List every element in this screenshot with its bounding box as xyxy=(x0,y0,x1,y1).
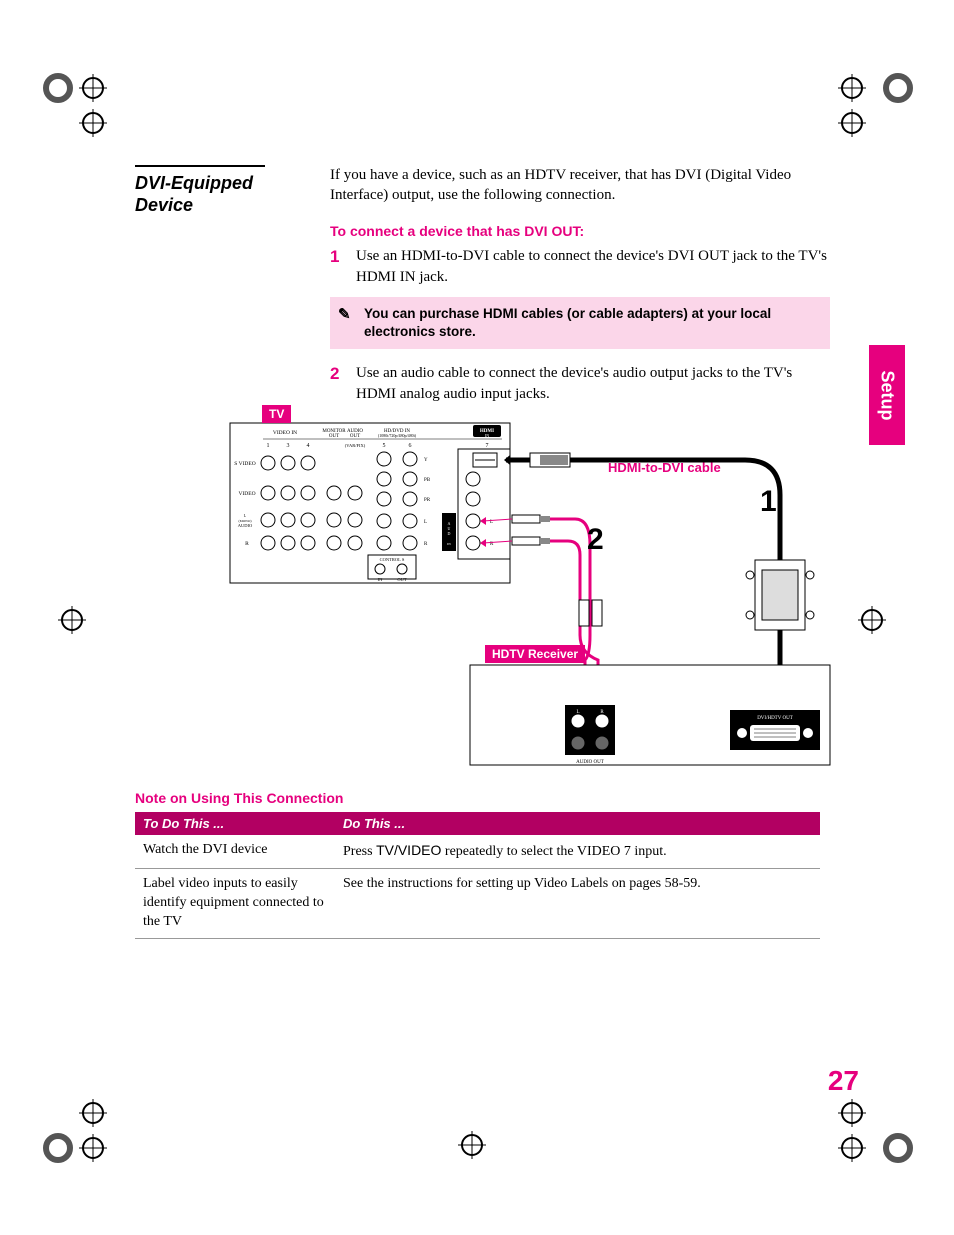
page-number: 27 xyxy=(828,1065,859,1097)
title-line-1: DVI-Equipped xyxy=(135,173,253,193)
crop-mark-bl xyxy=(38,1098,108,1173)
step-1-number: 1 xyxy=(330,246,356,287)
svg-text:IN: IN xyxy=(378,577,383,582)
note-table-title: Note on Using This Connection xyxy=(135,790,820,806)
svg-text:Y: Y xyxy=(424,458,428,463)
svg-text:PR: PR xyxy=(424,498,431,503)
svg-text:7: 7 xyxy=(486,443,489,449)
section-title: DVI-Equipped Device xyxy=(135,165,310,216)
svg-text:1: 1 xyxy=(267,443,270,449)
svg-text:AUDIO: AUDIO xyxy=(238,523,253,528)
svg-text:4: 4 xyxy=(307,443,310,449)
title-line-2: Device xyxy=(135,195,193,215)
pencil-icon: ✎ xyxy=(338,305,351,325)
svg-text:CONTROL S: CONTROL S xyxy=(380,557,405,562)
instruction-subhead: To connect a device that has DVI OUT: xyxy=(330,222,830,241)
diagram-svg: VIDEO IN MONITOR OUT AUDIO OUT HD/DVD IN… xyxy=(190,405,840,775)
crop-mark-br xyxy=(838,1098,923,1173)
step-2: 2 Use an audio cable to connect the devi… xyxy=(330,363,830,404)
intro-paragraph: If you have a device, such as an HDTV re… xyxy=(330,165,830,206)
svg-text:DVI/HDTV OUT: DVI/HDTV OUT xyxy=(757,716,793,721)
svg-text:5: 5 xyxy=(383,443,386,449)
crop-mark-mr xyxy=(858,605,898,635)
tv-label: TV xyxy=(262,405,291,423)
note-callout: ✎ You can purchase HDMI cables (or cable… xyxy=(330,297,830,349)
svg-text:D: D xyxy=(448,531,451,536)
svg-text:L: L xyxy=(576,710,579,715)
step-2-number: 2 xyxy=(330,363,356,404)
crop-mark-tl xyxy=(38,68,108,138)
crop-mark-bc xyxy=(458,1130,498,1160)
row0-todo: Watch the DVI device xyxy=(135,835,335,868)
svg-text:(1080i/720p/480p/480i): (1080i/720p/480p/480i) xyxy=(378,433,417,438)
svg-text:VIDEO IN: VIDEO IN xyxy=(273,430,297,436)
svg-text:OUT: OUT xyxy=(350,434,360,439)
col-dothis: Do This ... xyxy=(335,812,820,835)
svg-text:OUT: OUT xyxy=(329,434,339,439)
crop-mark-ml xyxy=(58,605,98,635)
step-2-text: Use an audio cable to connect the device… xyxy=(356,363,830,404)
row0-dothis: Press TV/VIDEO repeatedly to select the … xyxy=(335,835,820,868)
connection-diagram: TV HDTV Receiver HDMI-to-DVI cable 1 2 V… xyxy=(190,405,840,775)
table-row: Label video inputs to easily identify eq… xyxy=(135,868,820,938)
note-table-section: Note on Using This Connection To Do This… xyxy=(135,790,820,939)
step-1: 1 Use an HDMI-to-DVI cable to connect th… xyxy=(330,246,830,287)
step-1-text: Use an HDMI-to-DVI cable to connect the … xyxy=(356,246,830,287)
chapter-tab-label: Setup xyxy=(877,370,898,420)
table-row: Watch the DVI device Press TV/VIDEO repe… xyxy=(135,835,820,868)
note-table: To Do This ... Do This ... Watch the DVI… xyxy=(135,812,820,939)
receiver-label: HDTV Receiver xyxy=(485,645,585,663)
svg-text:AUDIO OUT: AUDIO OUT xyxy=(576,760,604,765)
svg-text:VIDEO: VIDEO xyxy=(238,491,255,497)
svg-text:3: 3 xyxy=(287,443,290,449)
svg-text:IN: IN xyxy=(485,433,489,438)
diagram-num-1: 1 xyxy=(760,485,777,519)
note-text: You can purchase HDMI cables (or cable a… xyxy=(364,306,771,339)
svg-text:PB: PB xyxy=(424,478,431,483)
row1-todo: Label video inputs to easily identify eq… xyxy=(135,868,335,938)
svg-text:L: L xyxy=(424,520,427,525)
crop-mark-tr xyxy=(838,68,918,138)
row1-dothis: See the instructions for setting up Vide… xyxy=(335,868,820,938)
svg-text:S VIDEO: S VIDEO xyxy=(234,461,255,467)
cable-label: HDMI-to-DVI cable xyxy=(608,460,721,475)
col-todo: To Do This ... xyxy=(135,812,335,835)
svg-text:OUT: OUT xyxy=(397,577,406,582)
diagram-num-2: 2 xyxy=(587,523,604,557)
svg-text:6: 6 xyxy=(409,443,412,449)
svg-text:IN: IN xyxy=(447,542,451,546)
svg-text:R: R xyxy=(245,541,249,547)
chapter-tab: Setup xyxy=(869,345,905,445)
svg-text:(VAR/FIX): (VAR/FIX) xyxy=(345,443,366,448)
